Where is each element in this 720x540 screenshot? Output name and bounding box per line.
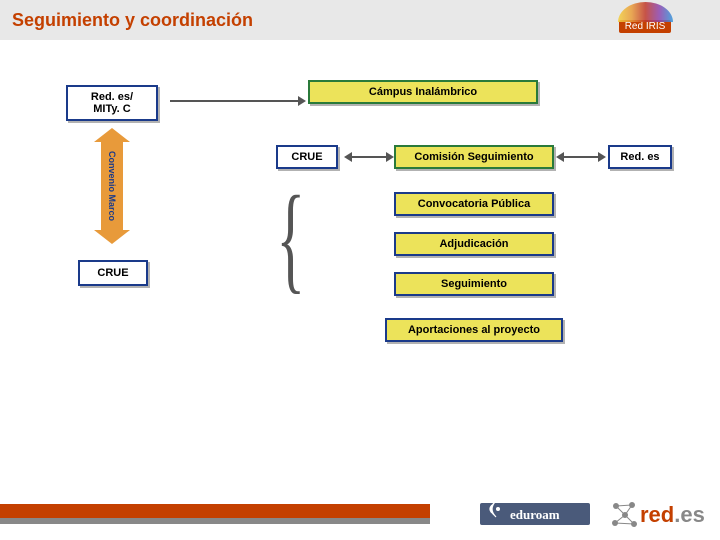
box-crue-small: CRUE <box>276 145 338 169</box>
redes-text: red.es <box>640 502 705 528</box>
footer-grey-bar <box>0 518 430 524</box>
vertical-arrow-convenio: Convenio Marco <box>101 142 123 230</box>
diagram-area: Red. es/ MITy. C Cámpus Inalámbrico Conv… <box>0 70 720 400</box>
box-campus: Cámpus Inalámbrico <box>308 80 538 104</box>
box-seguimiento: Seguimiento <box>394 272 554 296</box>
box-crue-bottom: CRUE <box>78 260 148 286</box>
slide-title: Seguimiento y coordinación <box>12 10 253 31</box>
box-red-small: Red. es <box>608 145 672 169</box>
arrow-crue-comision <box>350 156 388 158</box>
footer-accent-bar <box>0 504 430 518</box>
arrow-to-campus <box>170 100 300 102</box>
slide-header: Seguimiento y coordinación Red IRIS <box>0 0 720 40</box>
rediris-logo: Red IRIS <box>580 2 710 38</box>
vertical-arrow-label: Convenio Marco <box>107 151 117 221</box>
eduroam-logo: eduroam <box>480 495 590 535</box>
slide-footer: eduroam red.es <box>0 480 720 540</box>
box-adjudicacion: Adjudicación <box>394 232 554 256</box>
arrow-comision-red <box>562 156 600 158</box>
box-comision: Comisión Seguimiento <box>394 145 554 169</box>
svg-text:eduroam: eduroam <box>510 507 560 522</box>
redes-logo: red.es <box>610 498 710 533</box>
network-icon <box>610 500 640 530</box>
footer-logos: eduroam red.es <box>480 495 710 535</box>
box-red-mityc: Red. es/ MITy. C <box>66 85 158 121</box>
box-convocatoria: Convocatoria Pública <box>394 192 554 216</box>
brace-icon: { <box>276 178 305 298</box>
box-aportaciones: Aportaciones al proyecto <box>385 318 563 342</box>
